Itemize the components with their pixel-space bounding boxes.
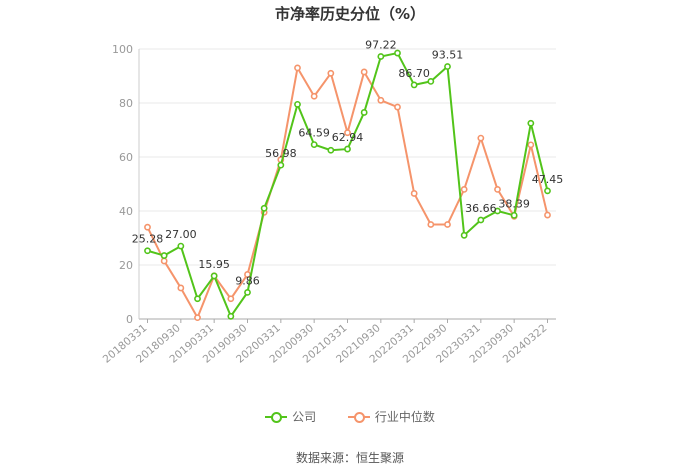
data-point-company	[210, 272, 218, 280]
data-point-industry	[527, 141, 535, 149]
data-label: 15.95	[198, 258, 230, 271]
data-point-industry	[444, 221, 451, 228]
data-point-industry	[294, 64, 301, 72]
data-label: 86.70	[398, 67, 430, 80]
data-point-company	[460, 231, 468, 239]
data-label: 9.86	[235, 274, 260, 287]
data-point-company	[544, 187, 551, 195]
y-tick-label: 20	[119, 259, 133, 272]
data-point-industry	[310, 92, 318, 100]
legend-item-industry[interactable]: 行业中位数	[347, 408, 435, 425]
legend-item-company[interactable]: 公司	[265, 408, 316, 425]
data-point-company	[144, 247, 151, 255]
data-point-company	[260, 204, 268, 212]
data-point-industry	[377, 96, 385, 104]
y-tick-label: 100	[112, 43, 133, 56]
data-point-industry	[494, 185, 501, 193]
data-point-company	[194, 295, 201, 303]
data-point-company	[277, 161, 285, 169]
data-point-company	[360, 109, 368, 116]
data-label: 36.66	[465, 202, 497, 215]
legend-label-industry: 行业中位数	[374, 410, 435, 424]
data-point-industry	[194, 314, 201, 322]
data-point-industry	[460, 185, 468, 193]
y-tick-label: 60	[119, 151, 133, 164]
data-point-company	[177, 242, 185, 250]
data-point-industry	[427, 221, 435, 228]
data-point-industry	[144, 223, 151, 231]
data-point-company	[410, 81, 418, 89]
data-point-industry	[227, 295, 235, 303]
data-point-industry	[394, 103, 401, 111]
chart-legend: 公司 行业中位数	[0, 408, 700, 426]
data-point-company	[227, 312, 235, 320]
chart-title: 市净率历史分位（%）	[274, 5, 426, 23]
data-point-company	[377, 53, 385, 60]
data-point-company	[444, 63, 451, 70]
legend-swatch-company	[265, 411, 288, 423]
y-tick-label: 80	[119, 97, 133, 110]
series-line-company	[147, 52, 549, 318]
data-label: 62.94	[332, 131, 364, 144]
data-label: 38.39	[498, 197, 530, 210]
data-point-industry	[160, 257, 168, 265]
data-point-company	[160, 252, 168, 259]
y-tick-label: 0	[126, 313, 133, 326]
data-source: 数据来源：恒生聚源	[295, 451, 404, 465]
data-point-company	[244, 288, 251, 296]
data-point-industry	[410, 190, 418, 197]
data-point-industry	[477, 134, 485, 142]
y-tick-label: 40	[119, 205, 133, 218]
data-point-industry	[177, 284, 185, 292]
legend-label-company: 公司	[292, 410, 317, 424]
data-point-company	[527, 119, 535, 127]
data-point-company	[494, 207, 501, 215]
data-point-industry	[544, 211, 551, 219]
legend-swatch-industry	[347, 411, 370, 423]
data-point-company	[427, 78, 435, 85]
series-line-industry	[146, 66, 549, 319]
data-point-company	[294, 100, 301, 108]
data-point-industry	[327, 69, 335, 77]
data-point-company	[344, 145, 351, 153]
data-point-company	[510, 211, 518, 219]
data-label: 93.51	[432, 49, 464, 62]
data-point-industry	[360, 68, 368, 76]
data-point-industry	[344, 129, 351, 137]
data-label: 97.22	[365, 39, 397, 52]
data-point-company	[477, 216, 485, 224]
data-label: 56.98	[265, 147, 297, 160]
data-point-company	[327, 146, 335, 154]
data-label: 64.59	[298, 127, 330, 140]
data-point-company	[394, 49, 401, 57]
data-label: 25.28	[132, 233, 164, 246]
data-label: 27.00	[165, 228, 197, 241]
data-label: 47.45	[532, 173, 564, 186]
data-point-company	[310, 141, 318, 149]
